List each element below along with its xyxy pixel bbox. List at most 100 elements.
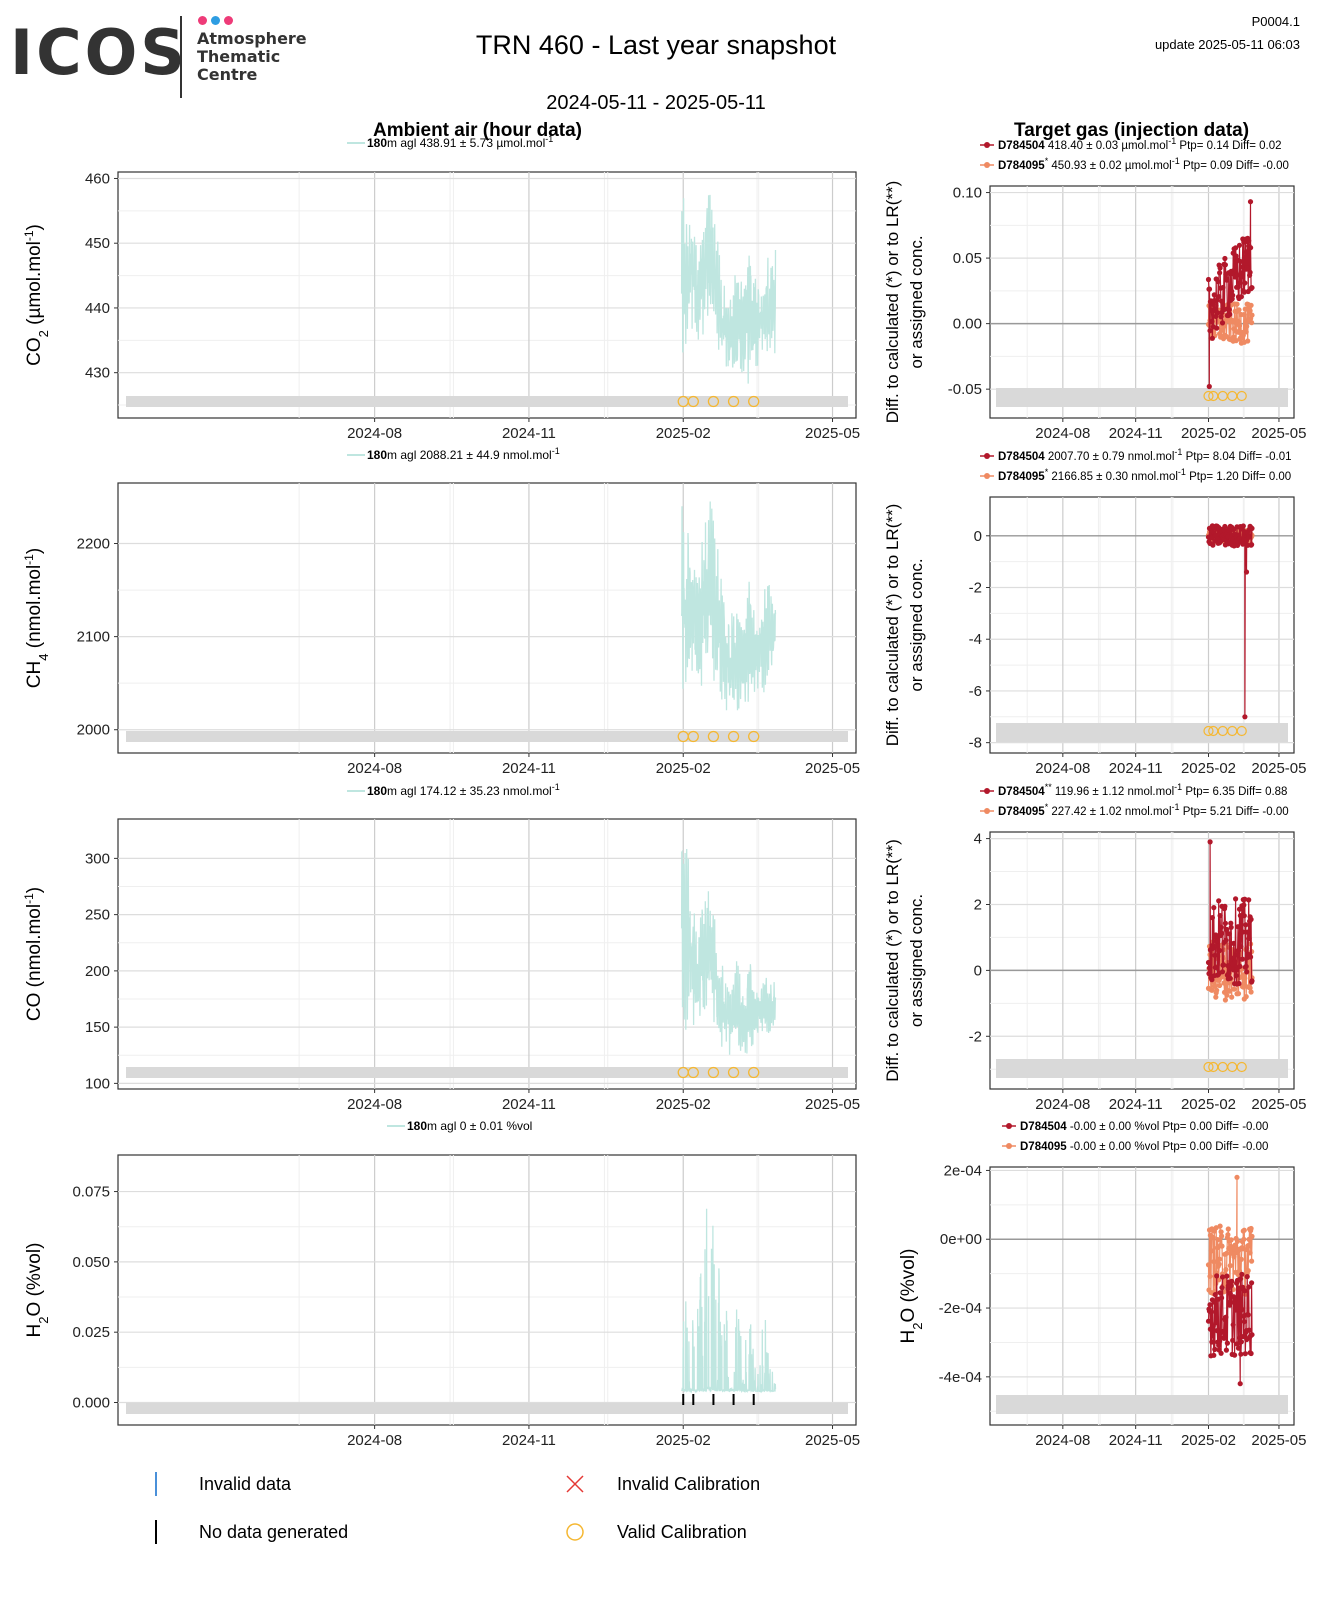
x-tick-label: 2024-11 [1109,760,1163,777]
target-point [1224,927,1230,933]
legend-key-dot [984,808,990,814]
target-point [1216,1342,1222,1348]
target-point [1235,947,1242,954]
legend-key-dot [1006,1123,1012,1129]
target-point [1220,962,1227,968]
target-point [1221,1335,1227,1341]
target-point [1233,1305,1239,1311]
target-panel-co_target: 2024-08 2024-11 2025-02 2025-05 -2 0 2 4 D784504… [883,782,1306,1113]
legend-key-dot [984,473,990,479]
target-point [1211,905,1217,911]
target-point [1233,253,1239,259]
target-point [1217,270,1223,276]
target-point [1212,952,1218,958]
y-tick-label: 250 [85,907,110,924]
valid-calibration-marker [687,730,699,743]
target-point [1224,1273,1230,1279]
date-range: 2024-05-11 - 2025-05-11 [546,92,766,114]
series-legend: D784095 -0.00 ± 0.00 %vol Ptp= 0.00 Diff… [1020,1141,1268,1153]
target-point [1224,277,1230,283]
target-point [1208,1248,1214,1254]
target-point [1210,1333,1216,1339]
target-point [1225,1232,1231,1238]
label-part: H [24,1324,45,1338]
legend-part: Ptp= 5.21 Diff= -0.00 [1180,806,1289,818]
series-legend: D784095* 227.42 ± 1.02 nmol.mol-1 Ptp= 5… [998,802,1289,818]
label-part: Diff. to calculated (*) or to LR(**) [883,181,902,424]
invalid-calibration-icon [566,1475,584,1493]
legend-key-dot [1006,1143,1012,1149]
legend-part: Ptp= 8.04 Diff= -0.01 [1182,451,1291,463]
valid-calibration-marker [707,395,720,408]
label-part: (µmol.mol [24,241,45,330]
target-point [1213,994,1219,1000]
invalid-data-label: Invalid data [199,1474,292,1494]
target-point [1246,1284,1252,1290]
legend-part: D784095 [1020,1141,1067,1153]
target-point [1205,1262,1212,1268]
target-point [1229,288,1235,294]
target-point [1227,1263,1233,1269]
target-point [1210,945,1216,951]
label-part: -1 [22,230,36,241]
target-point [1228,1283,1234,1289]
target-point [1238,944,1244,950]
x-tick-label: 2025-05 [805,1096,860,1113]
x-tick-label: 2025-02 [1181,760,1236,777]
target-point [1217,913,1223,919]
superscript: ** [1045,782,1053,792]
y-tick-label: 300 [85,850,110,867]
target-point [1240,523,1246,529]
target-point [1236,323,1243,329]
x-tick-label: 2025-02 [656,425,711,442]
target-point [1215,310,1221,316]
target-point [1216,1277,1222,1283]
target-point [1226,931,1232,937]
target-point [1236,242,1243,248]
target-point [1230,292,1236,298]
superscript: -1 [545,134,553,144]
target-point [1237,913,1243,919]
target-point [1239,274,1245,280]
target-point [1240,929,1246,935]
target-point [1244,249,1250,255]
target-point [1220,284,1226,291]
legend-key-dot [984,162,990,168]
target-point [1222,903,1228,910]
ambient-panel-ch4_ambient-frame [117,482,857,754]
target-point [1210,542,1216,548]
y-axis-label: H2O (%vol) [24,1243,51,1338]
target-point [1219,320,1226,326]
target-point [1231,940,1237,947]
target-point [1243,922,1249,928]
superscript: -1 [1168,136,1176,146]
legend-part: D784504 [998,786,1045,798]
update-timestamp: update 2025-05-11 06:03 [1154,37,1300,52]
target-point [1225,1226,1231,1232]
target-point [1230,319,1236,325]
target-point [1207,969,1213,975]
target-point [1212,1292,1218,1298]
ambient-series-line [681,1208,777,1394]
target-point [1235,991,1242,997]
target-point [1245,338,1251,344]
target-point [1219,327,1225,333]
legend-part: 227.42 ± 1.02 nmol.mol [1048,806,1171,818]
valid-calibration-marker [727,395,740,408]
target-point [1234,1341,1240,1347]
target-point [1230,967,1236,973]
target-point [1247,308,1253,314]
target-point [1219,1233,1225,1239]
target-point [1241,1319,1247,1325]
valid-calibration-marker [687,1066,699,1079]
legend-part: 450.93 ± 0.02 µmol.mol [1048,160,1172,172]
target-point [1242,1351,1248,1357]
target-point [1249,525,1255,532]
target-point [1234,272,1240,278]
x-tick-label: 2024-11 [1109,425,1163,442]
target-point [1214,987,1220,993]
x-tick-label: 2025-05 [805,760,860,777]
target-point [1206,383,1212,390]
target-point [1243,569,1250,575]
target-point [1222,997,1228,1003]
